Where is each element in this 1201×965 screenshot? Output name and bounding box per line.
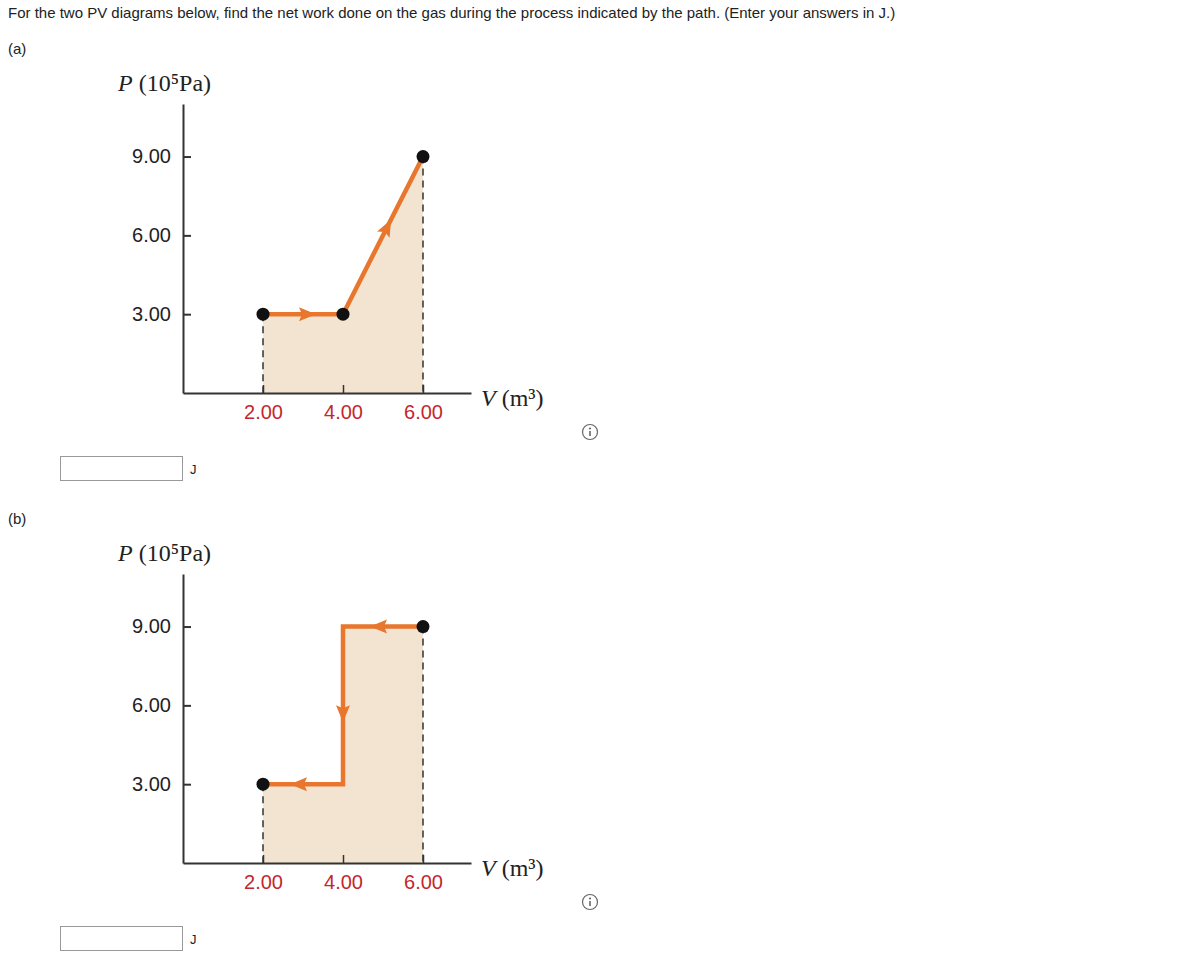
x-tick: 6.00 xyxy=(404,855,443,893)
drop-line xyxy=(262,314,264,393)
x-tick-mark xyxy=(423,855,425,863)
info-icon-stem[interactable] xyxy=(589,901,591,906)
chart: (b) P (10⁵Pa) V (m³) 3.00 6.00 9.00 2.00 4.00 6.… xyxy=(8,510,598,951)
info-icon-dot[interactable] xyxy=(589,427,591,429)
y-tick-label: 3.00 xyxy=(132,303,171,325)
y-tick-label: 9.00 xyxy=(132,145,171,167)
x-tick-mark xyxy=(263,385,265,393)
page: For the two PV diagrams below, find the … xyxy=(0,0,1201,965)
x-tick: 6.00 xyxy=(404,385,443,423)
y-tick-label: 6.00 xyxy=(132,224,171,246)
x-tick-mark xyxy=(263,855,265,863)
answer-input[interactable] xyxy=(61,457,183,481)
info-icon[interactable] xyxy=(583,425,598,440)
x-tick-mark xyxy=(343,385,345,393)
y-tick-label: 6.00 xyxy=(132,694,171,716)
direction-arrow xyxy=(299,307,316,321)
y-tick-mark xyxy=(183,705,191,707)
x-axis: 2.00 4.00 6.00 xyxy=(184,385,472,423)
y-axis: 3.00 6.00 9.00 xyxy=(132,105,191,394)
x-axis-title: V (m³) xyxy=(481,385,544,411)
drop-line xyxy=(422,157,424,393)
state-point xyxy=(417,150,430,163)
plot-area xyxy=(257,620,430,863)
x-tick-mark xyxy=(343,855,345,863)
y-tick-mark xyxy=(183,626,191,628)
x-axis: 2.00 4.00 6.00 xyxy=(184,855,472,893)
y-tick: 3.00 xyxy=(132,773,191,795)
x-tick-label: 6.00 xyxy=(404,401,443,423)
x-tick: 4.00 xyxy=(324,385,363,423)
y-tick: 9.00 xyxy=(132,615,191,637)
info-icon-dot[interactable] xyxy=(589,897,591,899)
direction-arrow xyxy=(290,777,307,791)
y-axis-title: P (10⁵Pa) xyxy=(117,70,211,96)
drop-line xyxy=(262,784,264,863)
info-icon[interactable] xyxy=(583,895,598,910)
x-axis-line xyxy=(184,863,472,865)
y-axis-line xyxy=(183,105,185,394)
y-axis-line xyxy=(183,575,185,864)
drop-line xyxy=(422,627,424,863)
y-tick-label: 9.00 xyxy=(132,615,171,637)
state-point xyxy=(337,308,350,321)
y-tick-mark xyxy=(183,314,191,316)
plot-area xyxy=(257,150,430,393)
answer-unit: J xyxy=(190,932,197,947)
y-tick-mark xyxy=(183,156,191,158)
answer-input[interactable] xyxy=(61,927,183,951)
background xyxy=(0,0,1201,965)
state-point xyxy=(257,308,270,321)
x-tick-label: 2.00 xyxy=(244,871,283,893)
process-path xyxy=(263,157,423,315)
direction-arrow xyxy=(336,705,350,722)
answer-unit: J xyxy=(190,462,197,477)
direction-arrow xyxy=(377,216,397,237)
x-tick-label: 2.00 xyxy=(244,401,283,423)
y-axis: 3.00 6.00 9.00 xyxy=(132,575,191,864)
question: For the two PV diagrams below, find the … xyxy=(8,4,895,21)
y-tick-mark xyxy=(183,235,191,237)
x-axis-title: V (m³) xyxy=(481,855,544,881)
x-tick-label: 6.00 xyxy=(404,871,443,893)
process-path xyxy=(263,627,423,785)
y-tick-mark xyxy=(183,784,191,786)
x-axis-line xyxy=(184,393,472,395)
chart: (a) P (10⁵Pa) V (m³) 3.00 6.00 9.00 2.00 4.00 6.… xyxy=(8,40,598,481)
x-tick-label: 4.00 xyxy=(324,401,363,423)
y-tick: 9.00 xyxy=(132,145,191,167)
y-tick-label: 3.00 xyxy=(132,773,171,795)
x-tick-label: 4.00 xyxy=(324,871,363,893)
area xyxy=(263,157,423,393)
area xyxy=(263,627,423,863)
state-point xyxy=(417,620,430,633)
x-tick: 2.00 xyxy=(244,385,283,423)
part-label: (b) xyxy=(8,510,26,527)
info-icon-stem[interactable] xyxy=(589,431,591,436)
x-tick: 4.00 xyxy=(324,855,363,893)
state-point xyxy=(257,778,270,791)
y-tick: 6.00 xyxy=(132,694,191,716)
part-label: (a) xyxy=(8,40,26,57)
info-icon-ring[interactable] xyxy=(583,895,598,910)
y-tick: 3.00 xyxy=(132,303,191,325)
info-icon-ring[interactable] xyxy=(583,425,598,440)
x-tick-mark xyxy=(423,385,425,393)
direction-arrow xyxy=(370,620,387,634)
y-axis-title: P (10⁵Pa) xyxy=(117,540,211,566)
y-tick: 6.00 xyxy=(132,224,191,246)
x-tick: 2.00 xyxy=(244,855,283,893)
